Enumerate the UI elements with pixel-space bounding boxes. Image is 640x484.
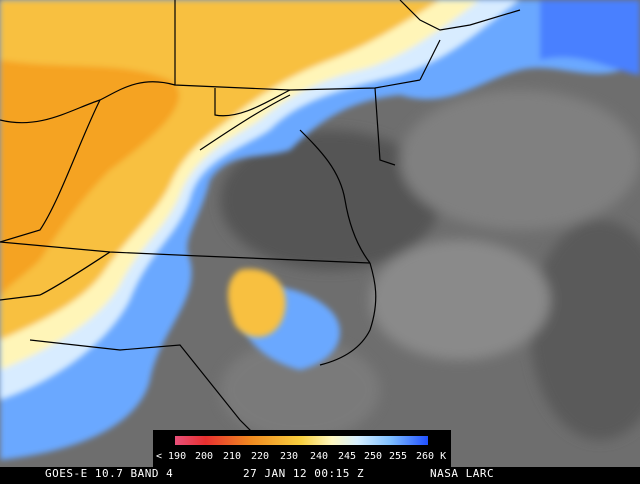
timestamp: 27 JAN 12 00:15 Z bbox=[243, 467, 364, 480]
colorbar-label: 260 K bbox=[416, 451, 446, 462]
colorbar-labels: < 190 200 210 220 230 240 245 250 255 260 K bbox=[156, 451, 446, 462]
colorbar-label: 240 bbox=[310, 451, 328, 462]
colorbar bbox=[175, 436, 428, 445]
colorbar-label: 200 bbox=[195, 451, 213, 462]
colorbar-label: 220 bbox=[251, 451, 269, 462]
colorbar-label: 230 bbox=[280, 451, 298, 462]
borders bbox=[0, 0, 521, 441]
colorbar-label: 250 bbox=[364, 451, 382, 462]
colorbar-label: 255 bbox=[389, 451, 407, 462]
colorbar-label: < 190 bbox=[156, 451, 186, 462]
cloud-texture bbox=[220, 90, 640, 440]
colorbar-label: 245 bbox=[338, 451, 356, 462]
source-label: NASA LARC bbox=[430, 467, 494, 480]
satellite-label: GOES-E 10.7 BAND 4 bbox=[45, 467, 173, 480]
colorbar-label: 210 bbox=[223, 451, 241, 462]
footer-bar bbox=[0, 467, 640, 480]
